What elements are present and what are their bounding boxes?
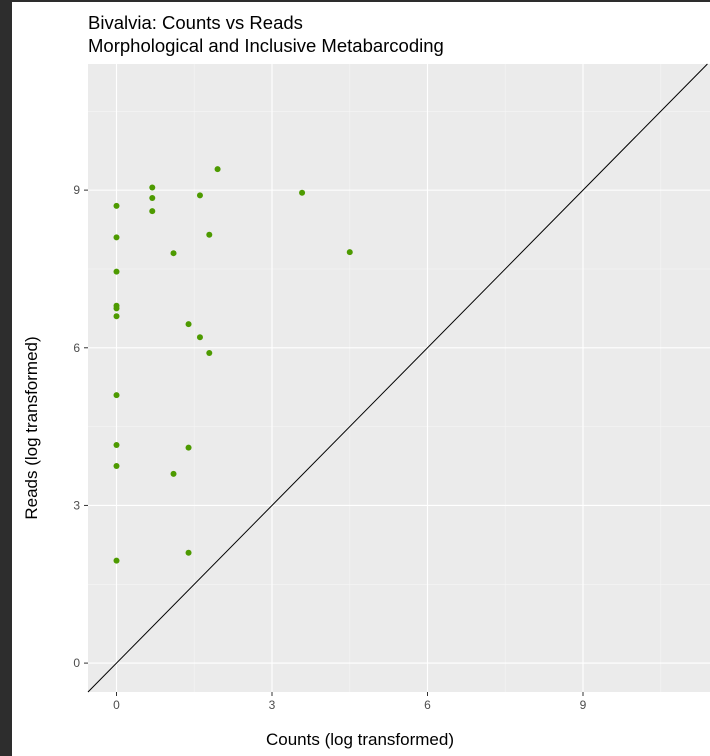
axis-ticks [84,189,584,696]
data-point [206,231,213,238]
data-point [149,195,156,202]
data-point [170,470,177,477]
data-point [113,202,120,209]
y-tick-label: 3 [73,498,80,512]
data-point [170,250,177,257]
data-point [113,392,120,399]
data-point [113,557,120,564]
data-point [113,463,120,470]
data-point [214,166,221,173]
chart-title-block: Bivalvia: Counts vs Reads Morphological … [88,11,444,57]
data-point [113,268,120,275]
data-point [196,334,203,341]
y-axis-title: Reads (log transformed) [22,336,41,519]
data-point [206,350,213,357]
data-point [346,249,353,256]
data-points [113,166,353,564]
data-point [113,313,120,320]
y-tick-label: 0 [73,656,80,670]
data-point [113,442,120,449]
data-point [196,192,203,199]
data-point [149,184,156,191]
x-tick-label: 3 [269,698,276,712]
data-point [185,549,192,556]
data-point [299,189,306,196]
minor-gridlines [88,64,710,692]
x-tick-labels: 0 3 6 9 [113,698,587,712]
chart-subtitle: Morphological and Inclusive Metabarcodin… [88,35,444,56]
identity-line [87,63,708,693]
chart-figure: Bivalvia: Counts vs Reads Morphological … [12,2,710,756]
data-point [185,444,192,451]
x-axis-title: Counts (log transformed) [266,730,454,749]
y-tick-labels: 0 3 6 9 [73,183,80,670]
x-tick-label: 0 [113,698,120,712]
data-point [149,208,156,215]
scatter-plot: 0 3 6 9 0 3 6 9 Counts (log transformed) Reads… [22,63,710,749]
data-point [113,234,120,241]
data-point [185,321,192,328]
x-tick-label: 6 [424,698,431,712]
data-point [113,305,120,312]
x-tick-label: 9 [580,698,587,712]
y-tick-label: 9 [73,183,80,197]
major-gridlines [88,64,710,692]
chart-title: Bivalvia: Counts vs Reads [88,12,303,33]
identity-line-group [87,63,708,693]
y-tick-label: 6 [73,341,80,355]
